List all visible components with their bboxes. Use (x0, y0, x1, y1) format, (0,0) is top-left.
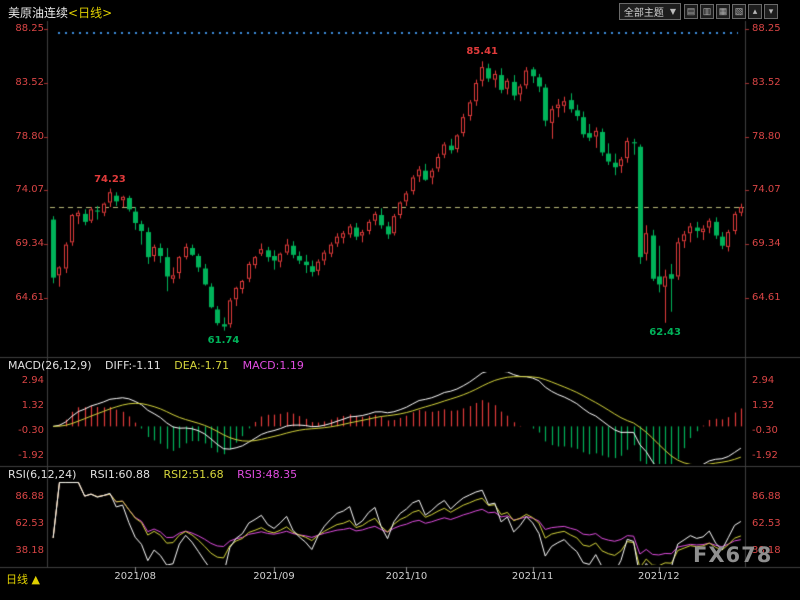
price-annotation: 74.23 (94, 173, 126, 185)
toolbar-buttons: ▤ ▥ ▦ ▧ ▴ ▾ (684, 4, 778, 19)
rsi1-value: RSI1:60.88 (89, 468, 151, 481)
rsi2-value: RSI2:51.68 (163, 468, 224, 481)
price-axis-label-left: 64.61 (15, 291, 44, 303)
rsi3-value: RSI3:48.35 (237, 468, 298, 481)
timeframe-label: <日线> (68, 6, 113, 20)
toolbar-button-5[interactable]: ▴ (748, 4, 762, 19)
price-annotation: 62.43 (649, 326, 681, 338)
price-axis-label-left: 83.52 (15, 76, 44, 88)
rsi-name: RSI(6,12,24) (8, 468, 77, 481)
price-axis-label-right: 78.80 (752, 130, 781, 142)
x-axis-date-label: 2021/08 (114, 571, 156, 582)
price-axis-label-left: 78.80 (15, 130, 44, 142)
macd-axis-label-right: -1.92 (752, 449, 778, 461)
toolbar-button-1[interactable]: ▤ (684, 4, 698, 19)
price-annotation: 85.41 (466, 46, 498, 58)
macd-axis-label-left: -0.30 (18, 424, 44, 436)
macd-axis-label-right: -0.30 (752, 424, 778, 436)
x-axis-date-label: 2021/12 (638, 571, 680, 582)
price-axis-label-right: 69.34 (752, 238, 781, 250)
triangle-up-icon: ▲ (31, 573, 40, 586)
chart-title-bar: 美原油连续<日线> (8, 4, 112, 21)
rsi-axis-label-right: 62.53 (752, 517, 781, 529)
rsi-axis-label-left: 62.53 (15, 517, 44, 529)
macd-axis-label-left: 2.94 (21, 375, 44, 386)
x-axis-date-label: 2021/10 (385, 571, 428, 582)
rsi-axis-label-right: 38.18 (752, 544, 781, 556)
macd-diff-value: DIFF:-1.11 (105, 359, 161, 372)
macd-axis-label-left: -1.92 (18, 449, 44, 461)
toolbar-button-4[interactable]: ▧ (732, 4, 746, 19)
price-axis-label-right: 88.25 (752, 23, 781, 34)
price-axis-label-left: 69.34 (15, 238, 44, 250)
macd-axis-label-right: 2.94 (752, 375, 775, 386)
macd-name: MACD(26,12,9) (8, 359, 92, 372)
rsi-axis-label-left: 86.88 (15, 491, 44, 502)
toolbar-button-2[interactable]: ▥ (700, 4, 714, 19)
toolbar: 全部主题 ▼ ▤ ▥ ▦ ▧ ▴ ▾ (618, 3, 778, 20)
toolbar-button-3[interactable]: ▦ (716, 4, 730, 19)
theme-dropdown-label: 全部主题 (623, 8, 664, 19)
chevron-down-icon: ▼ (669, 7, 676, 16)
price-axis-label-right: 64.61 (752, 291, 781, 303)
price-annotation: 61.74 (207, 334, 240, 346)
rsi-axis-label-left: 38.18 (15, 544, 44, 556)
price-axis-label-right: 83.52 (752, 76, 781, 88)
price-axis-label-right: 74.07 (752, 184, 781, 196)
macd-axis-label-left: 1.32 (21, 399, 44, 411)
macd-header: MACD(26,12,9) DIFF:-1.11 DEA:-1.71 MACD:… (8, 359, 314, 372)
price-axis-label-left: 74.07 (15, 184, 44, 196)
rsi-axis-label-right: 86.88 (752, 491, 781, 502)
rsi-header: RSI(6,12,24) RSI1:60.88 RSI2:51.68 RSI3:… (8, 468, 307, 481)
x-axis-date-label: 2021/11 (511, 571, 554, 582)
tab-daily[interactable]: 日线 ▲ (6, 571, 40, 587)
price-axis-label-left: 88.25 (15, 23, 44, 34)
macd-macd-value: MACD:1.19 (242, 359, 304, 372)
tab-daily-label: 日线 (6, 573, 28, 586)
toolbar-button-6[interactable]: ▾ (764, 4, 778, 19)
macd-axis-label-right: 1.32 (752, 399, 775, 411)
macd-dea-value: DEA:-1.71 (174, 359, 230, 372)
fx678-watermark: FX678 (693, 543, 773, 567)
x-axis-date-label: 2021/09 (253, 571, 295, 582)
theme-dropdown[interactable]: 全部主题 ▼ (618, 3, 681, 20)
instrument-title: 美原油连续 (8, 6, 69, 20)
